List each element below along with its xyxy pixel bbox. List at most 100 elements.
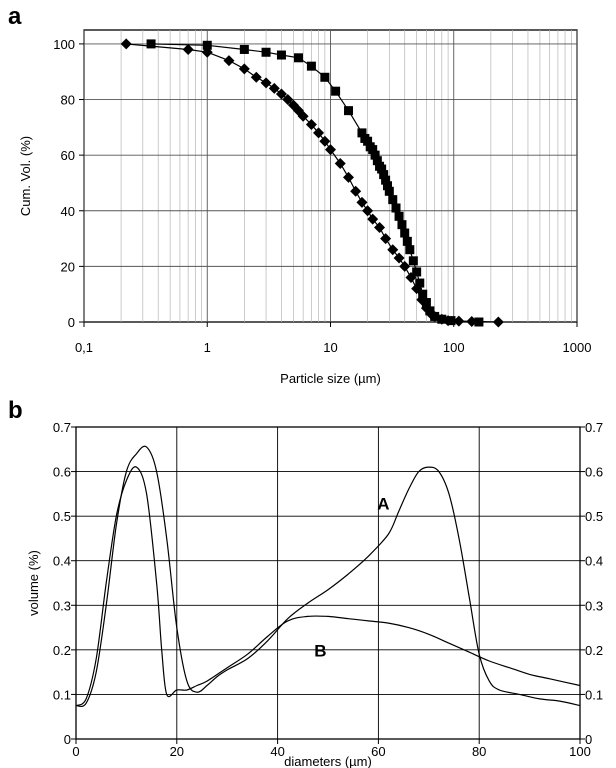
panel-b-series-b-label: B	[314, 642, 326, 661]
panel-a-point-square	[421, 298, 431, 308]
panel-b-ylabel: volume (%)	[26, 550, 41, 616]
panel-a-xtick-label: 0,1	[75, 340, 93, 355]
panel-b-xtick-label: 80	[472, 744, 486, 759]
panel-b-xtick-label: 20	[170, 744, 184, 759]
panel-a-point-square	[384, 186, 394, 196]
panel-a-ytick-label: 0	[68, 315, 75, 330]
panel-b-ytick-label-left: 0.6	[53, 465, 71, 480]
panel-a-xtick-label: 10	[323, 340, 337, 355]
panel-b-gridlines	[76, 427, 580, 739]
panel-a-point-diamond	[350, 185, 362, 197]
panel-b-ytick-label-right: 0.3	[585, 598, 603, 613]
panel-a-point-diamond	[356, 196, 368, 208]
panel-a-point-square	[357, 128, 367, 138]
panel-a-point-diamond	[313, 127, 325, 139]
panel-a-point-square	[363, 136, 373, 146]
panel-a-xlabel: Particle size (µm)	[280, 371, 381, 386]
panel-a-point-diamond	[325, 144, 336, 156]
panel-a-gridlines	[83, 30, 578, 322]
panel-b-xtick-label: 60	[371, 744, 385, 759]
panel-a-point-diamond	[442, 315, 454, 327]
panel-a-point-square	[400, 228, 410, 238]
panel-b-series-a-line	[75, 445, 581, 707]
panel-a-point-square	[405, 245, 415, 255]
panel-a-ytick-label: 100	[53, 37, 75, 52]
panel-a-point-square	[397, 220, 407, 230]
panel-a-ylabel: Cum. Vol. (%)	[18, 136, 33, 216]
panel-a-point-diamond	[399, 260, 411, 272]
panel-a-ytick-label: 60	[61, 148, 75, 163]
panel-a-point-diamond	[374, 221, 386, 233]
panel-a-xtick-label: 1	[204, 340, 211, 355]
panel-a-point-diamond	[223, 55, 235, 67]
panel-a-point-square	[368, 145, 378, 155]
panel-a-point-square	[418, 289, 428, 299]
panel-b-label: b	[8, 397, 23, 424]
panel-b-ytick-label-left: 0.3	[53, 598, 71, 613]
panel-a-ytick-label: 20	[61, 259, 75, 274]
panel-a-ytick-label: 80	[61, 93, 75, 108]
panel-a-point-square	[382, 181, 392, 191]
panel-a-point-diamond	[416, 294, 428, 306]
panel-a-point-square	[306, 61, 316, 71]
panel-a-point-diamond	[393, 252, 405, 264]
panel-a-point-diamond	[305, 119, 317, 131]
panel-a-point-diamond	[334, 157, 346, 169]
panel-a-point-diamond	[405, 272, 417, 284]
panel-a-point-square	[415, 278, 425, 288]
panel-a-point-square	[377, 164, 387, 174]
panel-a-xtick-label: 1000	[563, 340, 592, 355]
panel-a-point-diamond	[120, 38, 132, 50]
panel-b-xtick-label: 100	[569, 744, 591, 759]
panel-a-point-diamond	[297, 110, 309, 122]
panel-b-ytick-label-right: 0.4	[585, 554, 603, 569]
panel-a-label: a	[8, 3, 22, 30]
panel-a-point-diamond	[260, 77, 272, 89]
panel-b-ytick-label-left: 0.4	[53, 554, 71, 569]
panel-b-ytick-label-left: 0.7	[53, 420, 71, 435]
panel-a-point-diamond	[201, 46, 213, 58]
panel-a-point-diamond	[362, 205, 374, 217]
panel-a-point-square	[370, 150, 380, 160]
panel-a-point-square	[388, 195, 398, 205]
panel-b-ytick-label-left: 0	[64, 732, 71, 747]
panel-a-point-square	[391, 203, 401, 213]
panel-a-point-diamond	[492, 316, 504, 328]
panel-a-point-square	[372, 156, 382, 166]
panel-a-point-diamond	[387, 244, 399, 256]
panel-a-ytick-label: 40	[61, 204, 75, 219]
panel-a-point-square	[331, 86, 341, 96]
panel-a-point-square	[261, 47, 271, 57]
panel-b-series-a-label: A	[377, 494, 389, 513]
panel-a-point-square	[402, 236, 412, 246]
panel-a-point-square	[202, 40, 212, 50]
panel-a-point-square	[379, 170, 389, 180]
panel-a-point-diamond	[319, 135, 331, 147]
panel-b-series-b-line	[75, 466, 581, 707]
panel-a-point-diamond	[275, 88, 287, 100]
panel-a-point-diamond	[282, 94, 294, 106]
panel-a-point-square	[320, 72, 330, 82]
panel-b-ytick-label-left: 0.1	[53, 687, 71, 702]
panel-a-point-diamond	[380, 233, 392, 245]
panel-a-point-diamond	[411, 283, 423, 295]
panel-b-xtick-label: 0	[72, 744, 79, 759]
panel-b-xtick-label: 40	[270, 744, 284, 759]
panel-a-series-diamond	[120, 38, 504, 328]
panel-b-xlabel: diameters (µm)	[284, 754, 372, 768]
panel-b-ytick-label-right: 0	[585, 732, 592, 747]
panel-a-point-square	[381, 175, 391, 185]
panel-a-point-diamond	[268, 82, 280, 94]
panel-a-point-square	[408, 256, 418, 266]
panel-a-point-diamond	[367, 213, 379, 225]
panel-a-point-diamond	[238, 63, 250, 75]
panel-a-point-diamond	[250, 71, 262, 83]
panel-a-point-diamond	[182, 43, 194, 55]
panel-b-ytick-label-left: 0.2	[53, 643, 71, 658]
panel-b-plot-area	[75, 426, 581, 740]
panel-a-point-square	[239, 44, 249, 54]
panel-a-point-square	[276, 50, 286, 60]
panel-b-ytick-label-right: 0.2	[585, 643, 603, 658]
panel-a-point-square	[293, 53, 303, 63]
